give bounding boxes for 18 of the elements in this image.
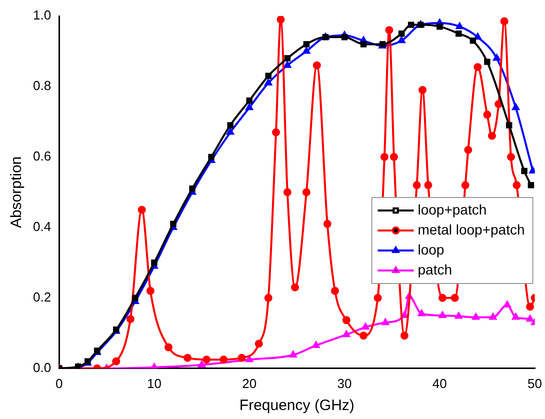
y-tick-label: 0.8: [32, 78, 52, 94]
x-tick-label: 10: [146, 376, 162, 391]
y-tick-label: 0.6: [32, 148, 52, 164]
legend-label: loop: [418, 241, 444, 258]
y-tick-label: 0.0: [32, 360, 52, 375]
legend-label: patch: [418, 261, 452, 278]
x-tick-label: 50: [528, 376, 542, 391]
x-axis-title: Frequency (GHz): [239, 397, 354, 414]
x-tick-label: 0: [55, 376, 63, 391]
x-tick-label: 30: [337, 376, 352, 391]
y-tick-label: 0.2: [32, 290, 52, 304]
y-tick-label: 1.0: [32, 8, 52, 23]
y-tick-label: 0.4: [32, 219, 52, 234]
y-axis-title: Absorption: [8, 156, 26, 228]
x-tick-label: 40: [432, 376, 447, 391]
legend-label: metal loop+patch: [418, 221, 525, 238]
x-tick-label: 20: [242, 376, 257, 391]
legend-label: loop+patch: [418, 201, 487, 218]
